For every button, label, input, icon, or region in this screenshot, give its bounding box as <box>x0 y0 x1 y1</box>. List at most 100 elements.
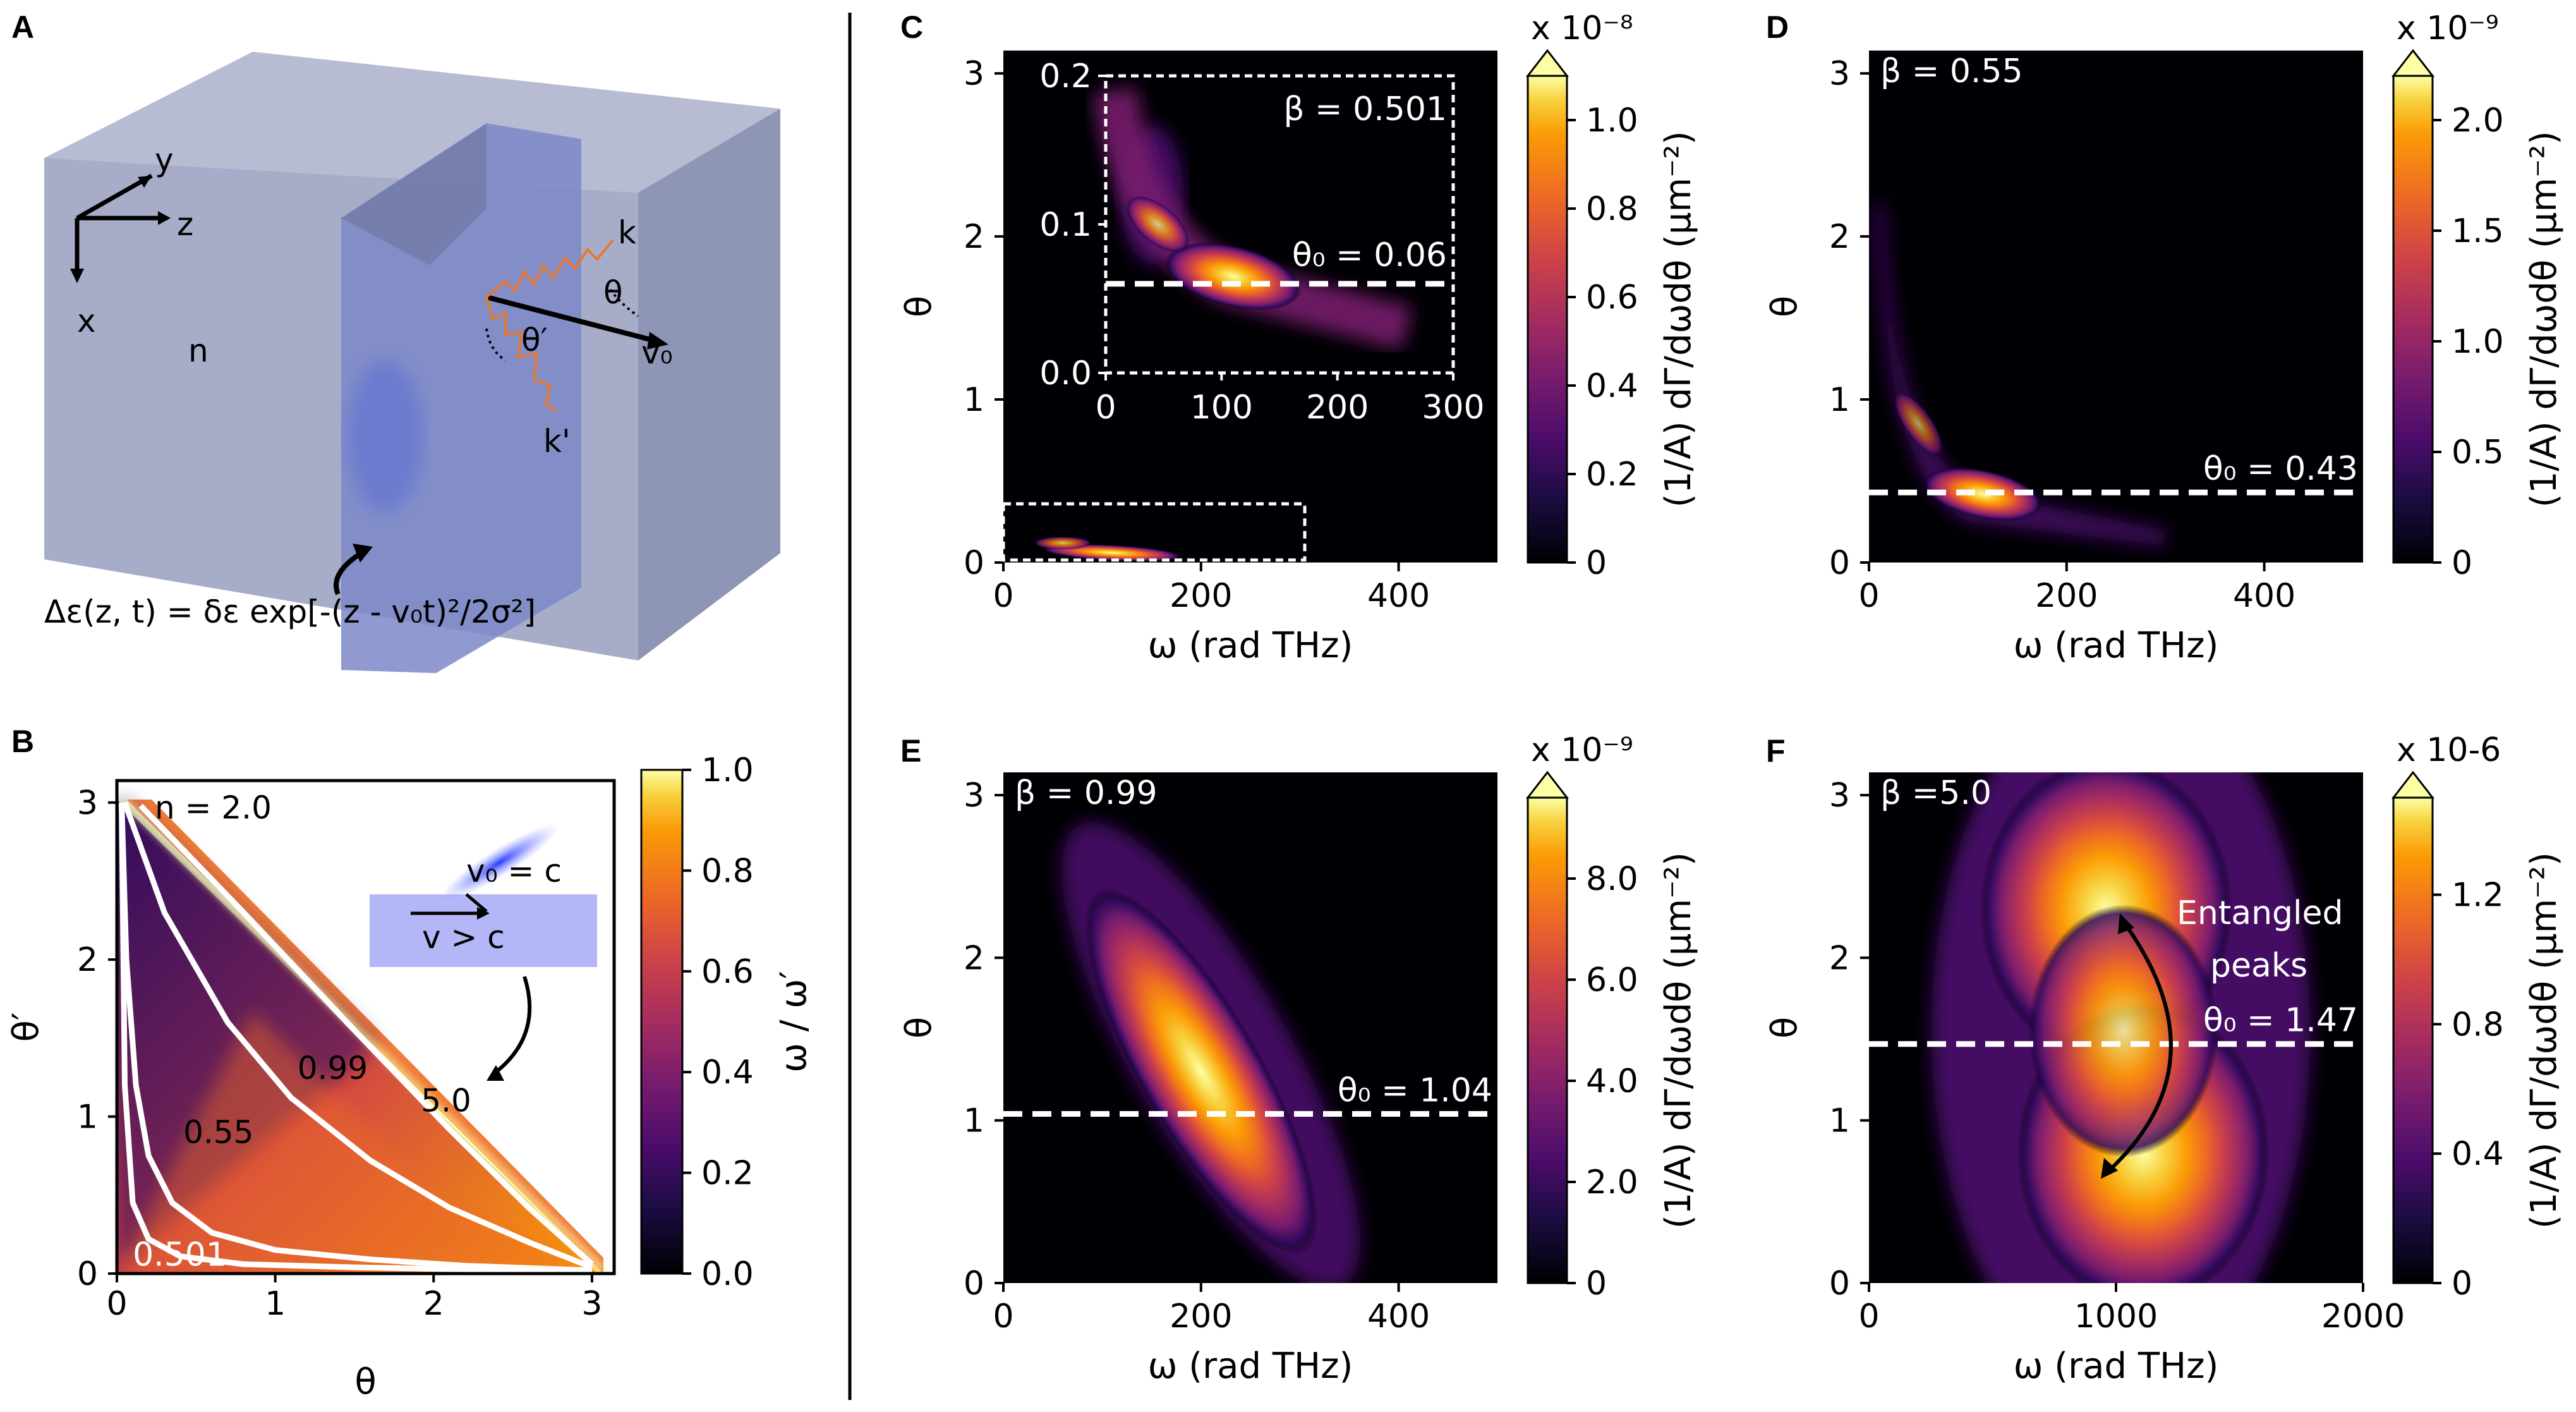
panel-label-d: D <box>1766 9 1789 45</box>
y-tick-label: 1 <box>77 1099 98 1136</box>
panel-b: B n = 2.0 v₀ = c v > c 0.501 0.55 0.99 5.0 <box>11 724 616 1275</box>
label-theta: θ <box>603 274 623 311</box>
colorbar-exponent: x 10⁻⁹ <box>2397 9 2499 47</box>
x-tick-label: 200 <box>2035 577 2098 615</box>
beta-curve-0.501 <box>119 802 592 1274</box>
colorbar-gradient <box>1527 75 1568 564</box>
label-v0: v₀ <box>641 334 673 371</box>
beta-label: β = 0.501 <box>1283 90 1447 128</box>
inset-y-tick-label: 0.1 <box>1039 206 1092 244</box>
label-k: k <box>618 214 636 251</box>
panel-label-b: B <box>11 724 34 759</box>
beta-curve-0.55 <box>119 802 593 1274</box>
x-tick-label: 0 <box>106 1285 127 1323</box>
x-tick-label: 2000 <box>2321 1298 2405 1336</box>
pulse-sheet <box>341 123 581 673</box>
y-tick-label: 0 <box>1829 1265 1850 1303</box>
colorbar-tick-label: 0.4 <box>2452 1135 2504 1173</box>
x-tick-label: 3 <box>581 1285 602 1323</box>
beta-curve-0.99 <box>122 801 593 1270</box>
beta-curve-5.0 <box>138 803 594 1267</box>
colorbar-tick-label: 1.0 <box>701 752 754 789</box>
axis-y-label: y <box>155 142 174 178</box>
colorbar-tick-label: 1.0 <box>1586 102 1638 140</box>
y-tick-label: 3 <box>964 777 984 815</box>
colorbar-tick-label: 0.4 <box>701 1054 754 1092</box>
y-tick-label: 0 <box>1829 544 1850 582</box>
colorbar-tick-label: 0 <box>1586 544 1607 582</box>
colorbar-tick-label: 0.2 <box>701 1155 754 1193</box>
axis-x-label: x <box>77 303 96 339</box>
x-tick-label: 0 <box>1858 577 1879 615</box>
y-tick-label: 3 <box>77 784 98 822</box>
beta-label: β = 0.55 <box>1880 52 2023 90</box>
colorbar-extend-arrow <box>2391 49 2435 77</box>
colorbar-extend-arrow <box>2391 770 2435 799</box>
y-tick-label: 0 <box>77 1255 98 1293</box>
x-axis-label: ω (rad THz) <box>2014 1346 2219 1387</box>
y-tick-label: 3 <box>1829 55 1850 93</box>
colorbar-tick-label: 0.5 <box>2452 434 2504 472</box>
y-axis-label: θ <box>1764 1017 1805 1038</box>
inset-y-tick-label: 0.2 <box>1039 58 1092 95</box>
x-tick-label: 2 <box>423 1285 444 1323</box>
y-tick-label: 2 <box>1829 939 1850 977</box>
entangled-annotation: Entangled peaks <box>2101 894 2343 1179</box>
panel-f: θ₀ = 1.47 β =5.0 0 1000 2000 0 1 2 3 ω (rad THz) θ <box>1764 772 2405 1387</box>
colorbar-tick-label: 0 <box>2452 1265 2472 1303</box>
colorbar-extend-arrow <box>1525 770 1569 799</box>
x-tick-label: 0 <box>1858 1298 1879 1336</box>
colorbar-gradient <box>1527 796 1568 1284</box>
x-tick-label: 200 <box>1170 1298 1232 1336</box>
panel-d: θ₀ = 0.43 β = 0.55 0 200 400 0 1 2 3 ω (rad THz) θ <box>1764 51 2363 666</box>
colorbar-label: (1/A) dΓ/dωdθ (μm⁻²) <box>1658 131 1699 508</box>
velocity-arrow <box>485 295 658 344</box>
axes-frame-b <box>115 779 616 1275</box>
y-tick-label: 3 <box>1829 777 1850 815</box>
colorbar: 0 0.4 0.8 1.2 (1/A) dΓ/dωdθ (μm⁻²) x 10-6 <box>2391 731 2565 1303</box>
panel-e: θ₀ = 1.04 β = 0.99 0 200 400 0 1 2 3 ω (rad THz) θ <box>898 772 1497 1387</box>
x-tick-label: 1000 <box>2074 1298 2158 1336</box>
colorbar: 0 0.5 1.0 1.5 2.0 (1/A) dΓ/dωdθ (μm⁻²) x 10⁻⁹ <box>2391 9 2565 582</box>
x-tick-label: 0 <box>993 577 1013 615</box>
inset-x-tick-label: 300 <box>1422 389 1484 427</box>
entangled-line1: Entangled <box>2177 894 2343 932</box>
colorbar-gradient <box>640 769 684 1275</box>
inset-c: 0 100 200 300 0.0 0.1 0.2 θ₀ = 0.06 β = 0.501 <box>1039 58 1484 427</box>
pulse-equation: Δε(z, t) = δε exp[-(z - v₀t)²/2σ²] <box>44 593 536 630</box>
x-axis-label: θ <box>354 1361 376 1403</box>
colorbar-tick-label: 1.2 <box>2452 877 2504 915</box>
medium-label: n <box>188 332 209 369</box>
colorbar: 0 2.0 4.0 6.0 8.0 (1/A) dΓ/dωdθ (μm⁻²) x 10⁻⁹ <box>1525 731 1699 1303</box>
colorbar-tick-label: 8.0 <box>1586 860 1638 898</box>
colorbar-gradient <box>2392 796 2434 1284</box>
colorbar: 0 0.2 0.4 0.6 0.8 1.0 (1/A) dΓ/dωdθ (μm⁻²) x 10… <box>1525 9 1699 582</box>
heatmap-intensity <box>1034 537 1182 561</box>
inset-v-label: v > c <box>422 919 505 956</box>
heatmap-intensity <box>1061 822 1360 1283</box>
theta0-label: θ₀ = 1.47 <box>2203 1002 2358 1040</box>
colorbar-gradient <box>2392 75 2434 564</box>
zoom-region <box>1001 502 1307 562</box>
y-tick-label: 2 <box>1829 218 1850 256</box>
colorbar-exponent: x 10⁻⁸ <box>1531 9 1633 47</box>
colorbar-tick-label: 4.0 <box>1586 1062 1638 1100</box>
beta-curve-label: 5.0 <box>421 1083 471 1119</box>
x-axis-label: ω (rad THz) <box>2014 625 2219 666</box>
panel-label-a: A <box>11 9 34 45</box>
colorbar-tick-label: 0.8 <box>1586 190 1638 228</box>
colorbar-label: (1/A) dΓ/dωdθ (μm⁻²) <box>2524 852 2565 1229</box>
x-tick-label: 400 <box>2233 577 2295 615</box>
y-tick-label: 1 <box>1829 1102 1850 1140</box>
entangled-line2: peaks <box>2210 947 2307 985</box>
photon-k-prime <box>485 296 557 412</box>
colorbar-tick-label: 2.0 <box>2452 102 2504 140</box>
inset-medium <box>370 894 597 967</box>
x-tick-label: 400 <box>1367 577 1430 615</box>
y-tick-label: 1 <box>964 381 984 419</box>
x-tick-label: 200 <box>1170 577 1232 615</box>
x-tick-label: 0 <box>993 1298 1013 1336</box>
colorbar-extend-arrow <box>1525 49 1569 77</box>
y-tick-label: 2 <box>77 941 98 979</box>
